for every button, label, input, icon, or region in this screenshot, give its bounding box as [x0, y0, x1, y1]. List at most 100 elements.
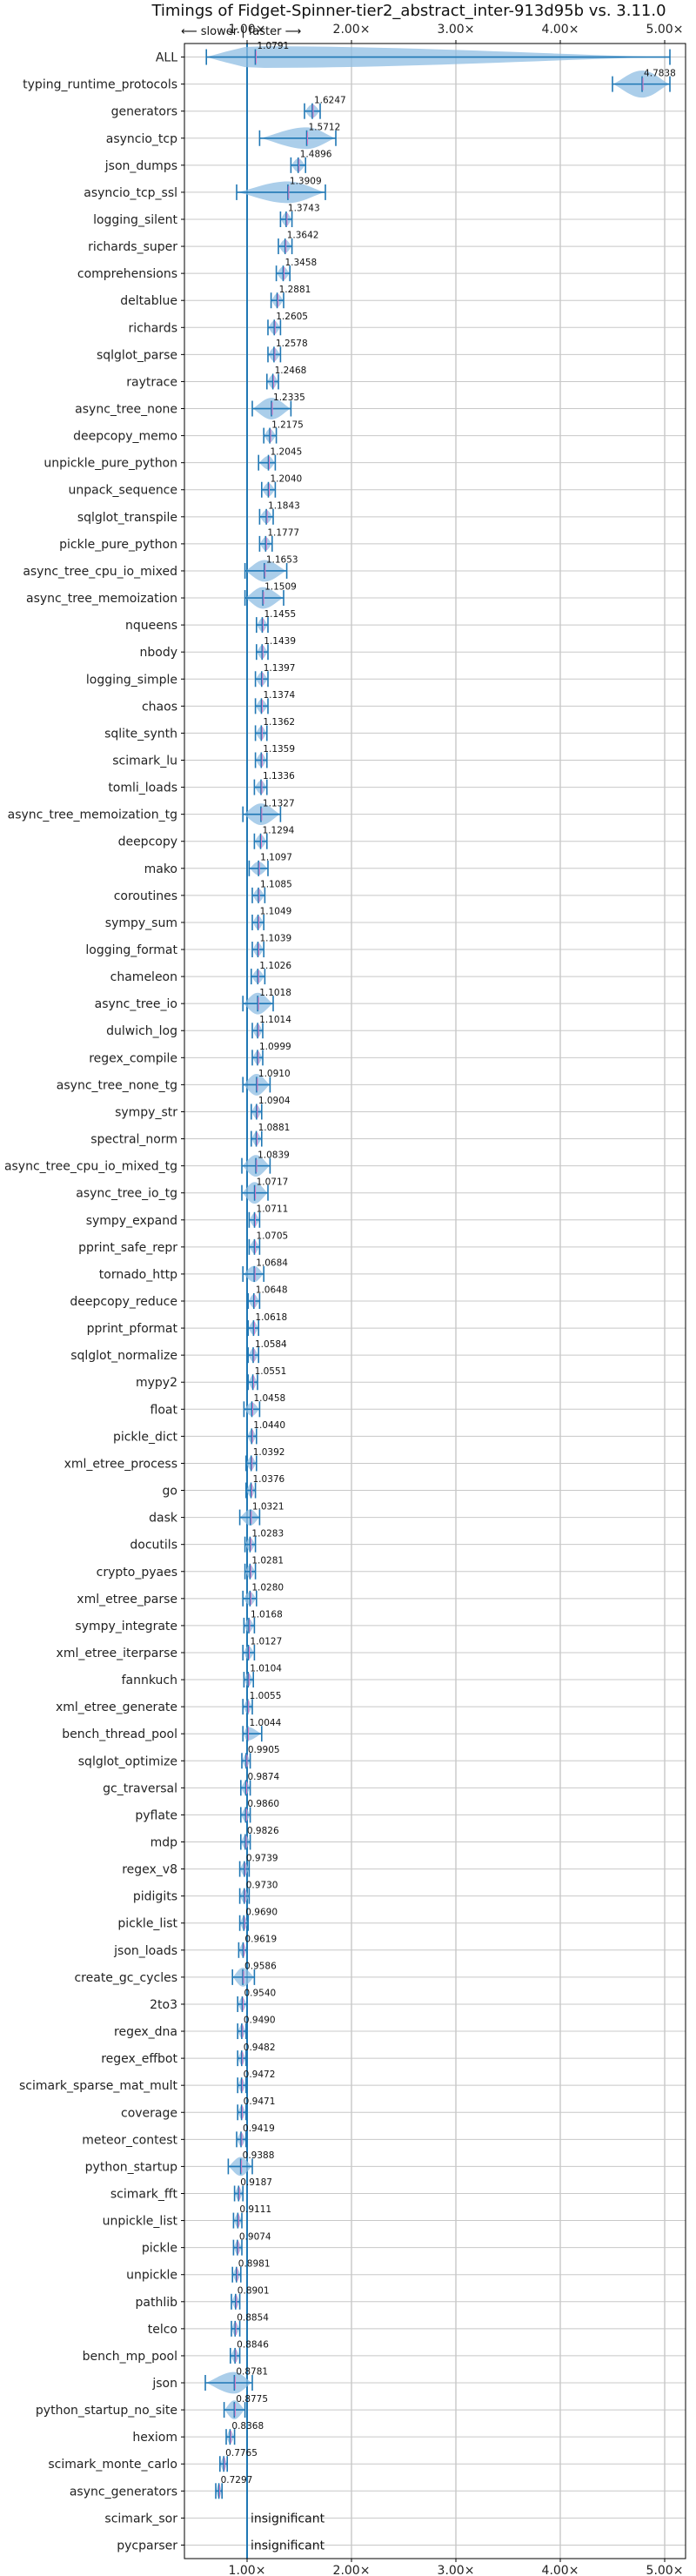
value-label: 1.0904 [258, 1096, 291, 1106]
benchmark-label: xml_etree_process [64, 1457, 177, 1471]
benchmark-label: deepcopy_reduce [70, 1295, 177, 1309]
value-label: 0.9074 [239, 2231, 271, 2242]
benchmark-label: unpickle_list [103, 2215, 178, 2229]
value-label: 0.9739 [246, 1853, 278, 1863]
value-label: 0.7765 [225, 2448, 258, 2459]
value-label: 0.9874 [247, 1772, 279, 1782]
benchmark-label: scimark_sor [104, 2512, 177, 2526]
benchmark-label: richards_super [88, 240, 177, 254]
value-label: 1.0618 [255, 1312, 287, 1323]
value-label: 0.9540 [244, 1989, 276, 1999]
benchmark-label: pathlib [136, 2296, 178, 2310]
benchmark-label: pickle_pure_python [59, 538, 177, 552]
benchmark-label: mypy2 [136, 1376, 177, 1390]
benchmark-label: comprehensions [77, 267, 177, 281]
value-label: 0.9388 [243, 2150, 275, 2161]
benchmark-label: dask [149, 1512, 178, 1526]
value-label: 1.0648 [256, 1285, 288, 1296]
benchmark-label: pidigits [133, 1890, 177, 1904]
benchmark-label: json_dumps [104, 159, 177, 173]
benchmark-label: sqlglot_normalize [70, 1349, 177, 1363]
benchmark-label: async_tree_io [95, 997, 177, 1011]
value-label: 1.2175 [271, 419, 304, 430]
value-label: 0.9490 [244, 2016, 276, 2026]
value-label: 1.0440 [253, 1420, 285, 1431]
benchmark-label: docutils [130, 1539, 177, 1553]
value-label: 0.7297 [221, 2475, 253, 2485]
benchmark-label: 2to3 [150, 1998, 177, 2012]
benchmark-label: unpickle [126, 2269, 177, 2283]
value-label: 1.3743 [288, 204, 320, 214]
value-label: 1.0999 [259, 1042, 291, 1052]
value-label: 0.8775 [236, 2394, 268, 2405]
benchmark-label: sympy_integrate [75, 1620, 177, 1633]
value-label: 0.9619 [244, 1934, 277, 1944]
benchmark-label: richards [129, 321, 178, 335]
x-tick-label-bottom: 5.00× [646, 2564, 684, 2576]
x-axis-ticks: 1.00× 1.00× 2.00× 2.00× 3.00× 3.00× 4.00× 4.00×… [181, 23, 683, 2576]
value-label: 0.9905 [248, 1745, 280, 1755]
value-label: 1.1039 [259, 934, 291, 944]
value-label: 0.8981 [238, 2258, 271, 2269]
benchmark-label: unpack_sequence [69, 484, 177, 498]
benchmark-label: regex_dna [114, 2025, 177, 2039]
benchmark-label: deepcopy [118, 835, 177, 849]
benchmark-label: tornado_http [99, 1268, 177, 1282]
value-label: 1.0584 [255, 1339, 287, 1350]
value-label: 0.8781 [236, 2367, 268, 2378]
benchmark-label: regex_v8 [122, 1863, 177, 1877]
value-label: 1.0280 [251, 1583, 284, 1593]
value-label: 1.4896 [300, 150, 332, 160]
benchmark-label: json [151, 2377, 177, 2391]
x-tick-label-bottom: 4.00× [542, 2564, 579, 2576]
value-label: 1.1509 [264, 582, 297, 593]
benchmark-label: async_tree_none_tg [57, 1078, 177, 1092]
value-label: 1.1777 [267, 528, 299, 539]
value-label: 1.0791 [257, 41, 289, 51]
value-label: 1.3909 [290, 177, 322, 187]
benchmark-label: logging_silent [93, 213, 177, 227]
category-labels: ALL typing_runtime_protocols generators asy… [4, 51, 178, 2553]
value-label: 1.3642 [287, 231, 319, 241]
benchmark-label: regex_effbot [101, 2052, 177, 2066]
benchmark-label: telco [148, 2323, 177, 2337]
value-label: 1.0458 [253, 1393, 285, 1404]
benchmark-label: sqlglot_optimize [78, 1754, 177, 1768]
value-label: 0.8846 [237, 2340, 269, 2351]
chart-title: Timings of Fidget-Spinner-tier2_abstract… [151, 2, 666, 20]
benchmark-label: scimark_lu [112, 754, 177, 768]
value-label: 1.0168 [251, 1610, 283, 1620]
value-label: 1.0127 [251, 1637, 283, 1647]
benchmark-label: pprint_safe_repr [78, 1241, 177, 1255]
x-tick-label-top: 2.00× [333, 23, 371, 37]
benchmark-label: async_tree_cpu_io_mixed [23, 565, 177, 579]
value-label: 0.9586 [244, 1962, 277, 1972]
value-label: 1.1843 [268, 500, 300, 511]
value-label: 1.6247 [314, 95, 346, 105]
benchmark-label: dulwich_log [106, 1024, 177, 1038]
value-label: 1.1026 [259, 961, 291, 971]
benchmark-label: asyncio_tcp [106, 132, 177, 146]
benchmark-label: mako [144, 862, 177, 876]
benchmark-label: async_generators [70, 2485, 177, 2499]
benchmark-label: async_tree_memoization_tg [8, 808, 177, 822]
value-label: 0.8901 [238, 2285, 270, 2296]
value-label: 0.9730 [246, 1880, 278, 1890]
value-label: 1.1653 [266, 555, 298, 566]
benchmark-label: typing_runtime_protocols [23, 78, 177, 92]
x-tick-label-bottom: 2.00× [333, 2564, 371, 2576]
value-label: 0.9472 [244, 2070, 276, 2080]
value-label: 0.9419 [243, 2123, 275, 2134]
value-label: 1.3458 [284, 258, 317, 268]
value-label: 1.1014 [259, 1015, 291, 1025]
benchmark-label: async_tree_io_tg [76, 1187, 177, 1201]
value-label: 1.0281 [251, 1555, 284, 1566]
benchmark-label: scimark_sparse_mat_mult [19, 2079, 177, 2093]
benchmark-label: sympy_sum [105, 916, 177, 930]
benchmark-label: chameleon [110, 970, 177, 984]
benchmark-label: ALL [156, 51, 177, 65]
x-tick-label-top: 4.00× [542, 23, 579, 37]
value-label: 1.0055 [250, 1691, 282, 1701]
value-label: 1.0910 [258, 1069, 291, 1079]
